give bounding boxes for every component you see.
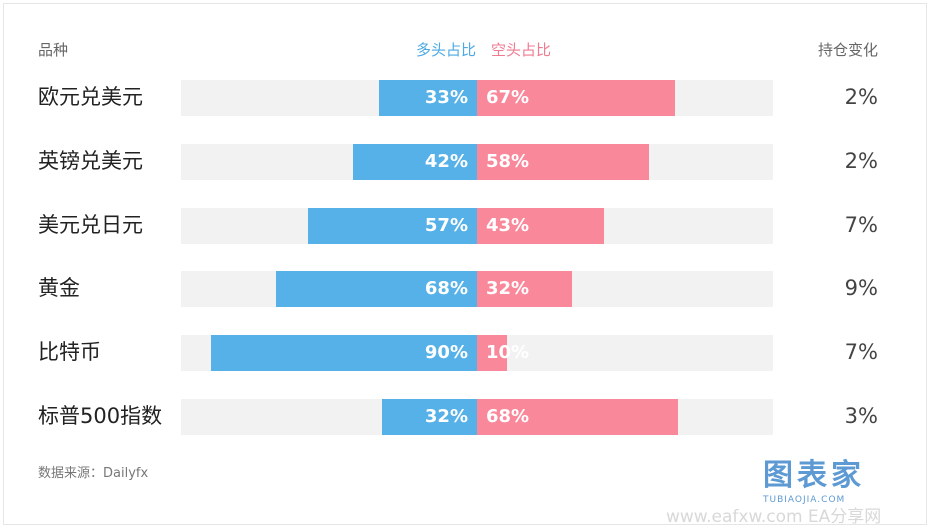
short-value-label: 43%	[486, 215, 530, 236]
chart-row: 英镑兑美元 42% 58% 2%	[0, 144, 932, 180]
short-bar	[477, 399, 679, 435]
short-bar	[477, 335, 507, 371]
short-bar	[477, 80, 676, 116]
long-value-label: 68%	[424, 278, 468, 299]
short-value-label: 58%	[486, 151, 530, 172]
header-short-label: 空头占比	[491, 41, 552, 59]
position-change-value: 7%	[844, 340, 878, 364]
header-change-label: 持仓变化	[817, 41, 878, 59]
short-value-label: 10%	[486, 342, 530, 363]
chart-row: 标普500指数 32% 68% 3%	[0, 399, 932, 435]
chart-row: 美元兑日元 57% 43% 7%	[0, 208, 932, 244]
header-long-label: 多头占比	[415, 41, 476, 59]
long-bar	[379, 80, 477, 116]
position-change-value: 2%	[844, 85, 878, 109]
chart-row: 黄金 68% 32% 9%	[0, 271, 932, 307]
short-bar	[477, 144, 649, 180]
long-value-label: 33%	[424, 87, 468, 108]
short-value-label: 67%	[486, 87, 530, 108]
category-label: 比特币	[38, 340, 101, 364]
long-value-label: 57%	[424, 215, 468, 236]
long-bar	[210, 335, 477, 371]
long-value-label: 90%	[424, 342, 468, 363]
long-bar	[352, 144, 477, 180]
category-label: 标普500指数	[38, 404, 163, 428]
short-value-label: 68%	[486, 406, 530, 427]
logo: 图表家 TUBIAOJIA.COM	[757, 458, 887, 508]
long-value-label: 42%	[424, 151, 468, 172]
header-name-label: 品种	[38, 41, 69, 59]
short-value-label: 32%	[486, 278, 530, 299]
logo-subtext: TUBIAOJIA.COM	[763, 495, 846, 505]
position-change-value: 2%	[844, 149, 878, 173]
chart-row: 欧元兑美元 33% 67% 2%	[0, 80, 932, 116]
category-label: 欧元兑美元	[38, 85, 143, 109]
short-bar	[477, 271, 572, 307]
category-label: 英镑兑美元	[38, 149, 143, 173]
logo-text: 图表家	[763, 458, 865, 493]
long-bar	[308, 208, 477, 244]
position-change-value: 9%	[844, 276, 878, 300]
long-value-label: 32%	[424, 406, 468, 427]
short-bar	[477, 208, 605, 244]
category-label: 美元兑日元	[38, 213, 143, 237]
long-bar	[382, 399, 477, 435]
source-note: 数据来源：Dailyfx	[38, 466, 149, 481]
position-change-value: 3%	[844, 404, 878, 428]
category-label: 黄金	[38, 276, 80, 300]
long-bar	[275, 271, 477, 307]
watermark: www.eafxw.com EA分享网	[666, 507, 882, 527]
position-change-value: 7%	[844, 213, 878, 237]
chart-row: 比特币 90% 10% 7%	[0, 335, 932, 371]
